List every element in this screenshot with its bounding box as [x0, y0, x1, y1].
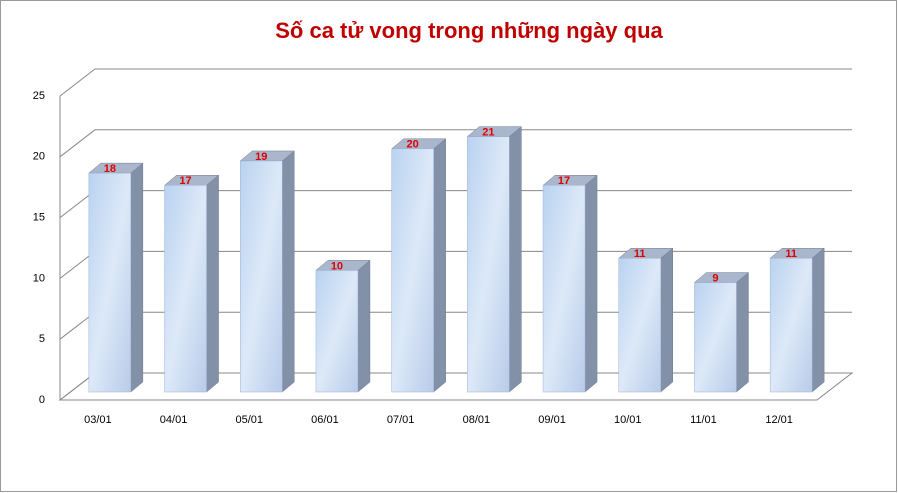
x-tick-label: 03/01 [84, 414, 112, 426]
value-label: 11 [785, 248, 797, 260]
bar [240, 160, 283, 393]
x-tick-label: 04/01 [160, 414, 188, 426]
bar [391, 148, 434, 393]
bar-side [357, 259, 371, 393]
x-tick-label: 08/01 [463, 414, 491, 426]
value-label: 21 [482, 127, 494, 139]
value-label: 20 [407, 139, 419, 151]
y-tick-label: 20 [33, 151, 45, 163]
bar-side [206, 174, 219, 393]
value-label: 17 [558, 175, 570, 187]
grid-line [59, 129, 852, 158]
x-tick-label: 11/01 [690, 414, 717, 426]
value-label: 10 [331, 260, 343, 272]
x-tick-label: 06/01 [311, 414, 339, 426]
grid-line [59, 68, 852, 97]
x-tick-label: 10/01 [614, 414, 642, 426]
y-tick-label: 15 [33, 212, 45, 224]
bar-side [433, 138, 446, 393]
chart-title: Số ca tử vong trong những ngày qua [275, 18, 663, 43]
bar [542, 185, 586, 393]
bar [88, 172, 132, 393]
bar-side [584, 174, 598, 393]
y-tick-label: 0 [39, 394, 45, 406]
value-label: 11 [634, 248, 646, 260]
bar-side [130, 162, 144, 393]
value-label: 17 [179, 175, 191, 187]
bar-side [660, 247, 673, 393]
bar [618, 257, 661, 393]
bar [769, 257, 813, 393]
bar-side [811, 247, 825, 393]
value-label: 18 [104, 163, 116, 175]
bar [694, 282, 737, 393]
bar [164, 185, 207, 393]
bar [315, 270, 359, 393]
bar-side [282, 150, 295, 393]
x-tick-label: 07/01 [387, 414, 415, 426]
y-tick-label: 5 [39, 333, 45, 345]
y-tick-label: 10 [33, 272, 45, 284]
bar [467, 136, 510, 393]
y-tick-label: 25 [33, 90, 45, 102]
value-label: 19 [255, 151, 267, 163]
value-label: 9 [712, 272, 718, 284]
x-tick-label: 12/01 [765, 414, 793, 426]
bar-side [736, 272, 749, 393]
bar-side [509, 126, 522, 393]
x-tick-label: 09/01 [538, 414, 566, 426]
x-tick-label: 05/01 [235, 414, 263, 426]
